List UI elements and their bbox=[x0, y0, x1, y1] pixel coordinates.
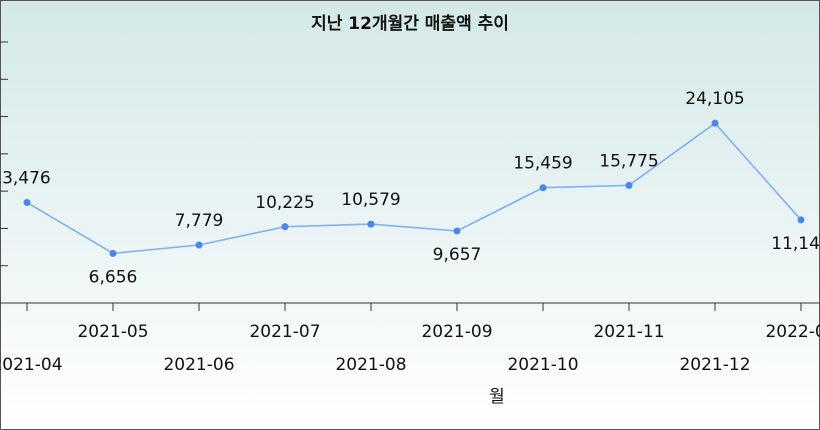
value-label: 7,779 bbox=[175, 211, 224, 231]
x-tick-label: 2021-11 bbox=[593, 322, 664, 342]
x-tick-label: 2021-04 bbox=[0, 355, 63, 375]
value-label: 6,656 bbox=[89, 267, 138, 287]
value-label: 10,225 bbox=[255, 193, 314, 213]
point bbox=[109, 249, 117, 257]
value-label: 15,459 bbox=[513, 154, 572, 174]
point bbox=[23, 199, 31, 207]
value-label: 9,657 bbox=[433, 245, 482, 265]
x-axis-label: 월 bbox=[489, 387, 505, 407]
value-label: 10,579 bbox=[341, 190, 400, 210]
x-tick-label: 2021-05 bbox=[77, 322, 148, 342]
x-tick-label: 2021-09 bbox=[421, 322, 492, 342]
series-line bbox=[26, 122, 802, 255]
x-tick-label: 2022-01 bbox=[765, 322, 820, 342]
value-label: 11,140 bbox=[771, 234, 820, 254]
value-label: 13,476 bbox=[0, 169, 51, 189]
point bbox=[367, 220, 375, 228]
point bbox=[711, 119, 719, 127]
point bbox=[281, 223, 289, 231]
chart-title: 지난 12개월간 매출액 추이 bbox=[311, 14, 509, 34]
x-tick-label: 2021-06 bbox=[163, 355, 234, 375]
value-label: 24,105 bbox=[685, 89, 744, 109]
point bbox=[195, 241, 203, 249]
x-tick-label: 2021-08 bbox=[335, 355, 406, 375]
point bbox=[453, 227, 461, 235]
x-tick-label: 2021-10 bbox=[507, 355, 578, 375]
point bbox=[625, 181, 633, 189]
point bbox=[797, 216, 805, 224]
x-tick-label: 2021-07 bbox=[249, 322, 320, 342]
value-label: 15,775 bbox=[599, 151, 658, 171]
x-tick-label: 2021-12 bbox=[679, 355, 750, 375]
point bbox=[539, 184, 547, 192]
